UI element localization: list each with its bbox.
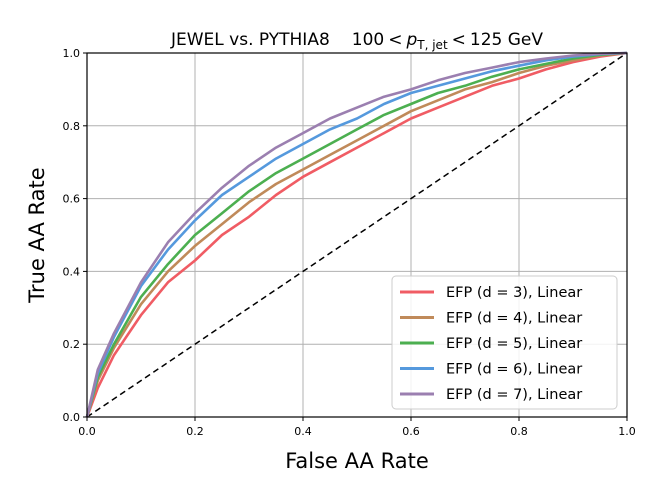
x-axis-ticks: 0.0 0.2 0.4 0.6 0.8 1.0 — [78, 417, 636, 438]
legend-label-5: EFP (d = 5), Linear — [446, 336, 582, 352]
legend-label-3: EFP (d = 3), Linear — [446, 285, 582, 301]
y-tick-label: 0.0 — [63, 411, 81, 424]
plot-frame — [86, 52, 628, 418]
legend-label-4: EFP (d = 4), Linear — [446, 311, 582, 327]
x-tick-label: 1.0 — [618, 425, 636, 438]
diagonal-reference-line — [86, 52, 628, 418]
title-var: p — [405, 30, 417, 50]
y-tick-label: 0.2 — [63, 338, 81, 351]
legend-label-6: EFP (d = 6), Linear — [446, 362, 582, 378]
title-left: JEWEL vs. PYTHIA8 — [170, 30, 330, 50]
series-line-4 — [85, 51, 628, 418]
series-group — [85, 51, 628, 418]
y-tick-label: 0.8 — [63, 120, 81, 133]
title-lt-1: < — [388, 30, 402, 50]
x-axis-label: False AA Rate — [285, 449, 429, 473]
y-axis-ticks: 0.0 0.2 0.4 0.6 0.8 1.0 — [63, 47, 87, 424]
title-range-low: 100 — [352, 30, 384, 50]
x-tick-label: 0.6 — [402, 425, 420, 438]
legend-label-7: EFP (d = 7), Linear — [446, 387, 582, 403]
y-tick-label: 1.0 — [63, 47, 81, 60]
legend: EFP (d = 3), Linear EFP (d = 4), Linear EF… — [391, 275, 618, 410]
y-axis-label: True AA Rate — [25, 167, 49, 303]
x-tick-label: 0.4 — [294, 425, 312, 438]
x-tick-label: 0.8 — [510, 425, 528, 438]
series-line-5 — [85, 51, 628, 418]
x-tick-label: 0.0 — [78, 425, 96, 438]
legend-box — [391, 275, 618, 410]
series-line-7 — [85, 51, 628, 418]
x-tick-label: 0.2 — [186, 425, 204, 438]
title-lt-2: < — [452, 30, 466, 50]
y-tick-label: 0.4 — [63, 265, 81, 278]
y-tick-label: 0.6 — [63, 193, 81, 206]
chart-title: JEWEL vs. PYTHIA8 100 < pT, jet <125 GeV — [170, 30, 543, 52]
series-line-6 — [85, 51, 628, 418]
series-line-3 — [85, 51, 628, 418]
title-range-high: 125 GeV — [470, 30, 543, 50]
title-var-sub: T, jet — [416, 38, 448, 52]
